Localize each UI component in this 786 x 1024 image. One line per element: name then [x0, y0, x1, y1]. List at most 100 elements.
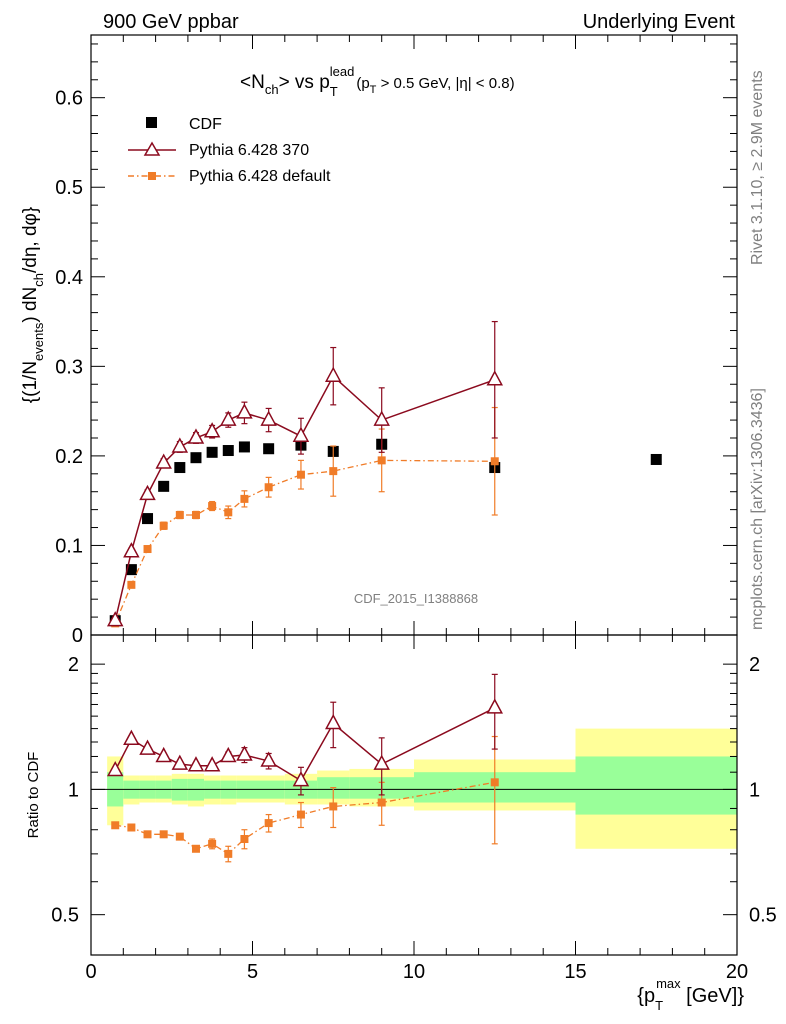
legend-pdef-marker [148, 172, 156, 180]
title-var-sub: T [330, 84, 338, 99]
main-ytick-label: 0.5 [55, 177, 83, 199]
xlabel-open: {p [637, 985, 655, 1007]
cdf-point [263, 443, 275, 455]
xlabel-sup: max [656, 976, 681, 991]
ratio-pythia-370-point [187, 756, 205, 772]
ratio-pythia-370-point [486, 698, 504, 714]
pythia-default-point [127, 580, 136, 589]
pythia-370-point [139, 484, 156, 501]
legend: CDF Pythia 6.428 370 Pythia 6.428 defaul… [128, 116, 331, 185]
mcplots-label: mcplots.cern.ch [arXiv:1306.3436] [749, 388, 766, 630]
pythia-370-point [292, 426, 310, 442]
ylabel-part1: {(1/N [20, 361, 41, 403]
xlabel-sub: T [655, 998, 663, 1013]
pythia-default-point [377, 456, 386, 465]
ylabel-part2-sub: ch [31, 273, 46, 287]
ratio-pythia-default-point [264, 819, 273, 828]
pythia-370-point [171, 437, 189, 453]
series-layer [106, 320, 662, 863]
main-ytick-label: 0 [72, 625, 83, 647]
legend-cdf-marker [146, 117, 157, 128]
pythia-default-point [159, 521, 168, 530]
legend-pdef-label: Pythia 6.428 default [189, 168, 331, 185]
ratio-uncertainty-bands [91, 728, 737, 849]
ratio-ytick-label: 0.5 [51, 905, 79, 927]
ratio-ytick-label-right: 0.5 [749, 905, 777, 927]
rivet-label: Rivet 3.1.10, ≥ 2.9M events [749, 70, 766, 265]
pythia-default-point [175, 511, 184, 519]
x-axis-label: {pTmax [GeV]} [637, 976, 744, 1013]
main-ytick-label: 0.1 [55, 535, 83, 557]
ratio-pythia-default-point [143, 830, 152, 839]
x-tick-label: 10 [403, 961, 425, 983]
x-tick-label: 15 [564, 961, 586, 983]
band-green [575, 756, 737, 815]
pythia-default-point [208, 502, 217, 511]
ratio-pythia-default-point [208, 839, 217, 848]
ratio-pythia-default-point [240, 835, 249, 844]
ratio-pythia-default-point [490, 778, 499, 787]
ratio-pythia-default-point [175, 832, 184, 841]
title-var-sup: lead [330, 64, 355, 79]
title-main-sub: ch [265, 82, 279, 97]
ratio-pythia-default-point [329, 802, 338, 811]
ratio-pythia-default-point [159, 830, 168, 839]
ylabel-part2: ) dN [20, 287, 41, 323]
x-tick-label: 20 [726, 961, 748, 983]
pythia-370-line [114, 374, 496, 621]
legend-cdf-label: CDF [189, 116, 222, 133]
analysis-watermark: CDF_2015_I1388868 [354, 591, 478, 606]
cdf-point [238, 441, 250, 453]
cdf-point [190, 452, 202, 464]
pythia-default-point [329, 467, 338, 476]
header-right: Underlying Event [583, 11, 736, 33]
ratio-pythia-370-point [171, 754, 189, 770]
pythia-370-point [203, 422, 221, 438]
title-cut-open: (p [356, 75, 369, 92]
main-y-label: {(1/Nevents) dNch/dη, dφ} [20, 207, 46, 403]
chart-title: <Nch> vs pTlead(pT > 0.5 GeV, |η| < 0.8) [240, 64, 515, 99]
ratio-pythia-370-point [203, 756, 221, 772]
ratio-series-pythia-default [111, 735, 499, 863]
pythia-370-point [187, 428, 205, 444]
pythia-370-point [123, 542, 140, 558]
ratio-pythia-370-point [155, 746, 172, 763]
series-pythia-370 [106, 320, 504, 627]
main-ytick-label: 0.4 [55, 267, 83, 289]
pythia-default-point [143, 545, 152, 554]
pythia-370-point [220, 410, 237, 426]
pythia-370-point [236, 403, 253, 419]
pythia-370-point [155, 453, 172, 469]
pythia-default-point [191, 511, 200, 519]
main-frame [90, 34, 738, 636]
pythia-default-point [296, 470, 305, 479]
ratio-pythia-default-point [111, 821, 120, 830]
main-ytick-label: 0.2 [55, 446, 83, 468]
ratio-ytick-label: 2 [68, 654, 79, 676]
header-left: 900 GeV ppbar [103, 11, 239, 33]
pythia-default-point [240, 494, 249, 503]
title-main-rest: > vs p [279, 72, 330, 93]
legend-p370-label: Pythia 6.428 370 [189, 142, 309, 159]
ratio-pythia-370-point [292, 771, 310, 787]
ylabel-part3: /dη, dφ} [20, 207, 41, 273]
ylabel-part1-sub: events [31, 322, 46, 361]
ratio-pythia-370-point [139, 739, 156, 755]
pythia-370-point [260, 410, 277, 426]
pythia-370-point [324, 366, 342, 382]
cdf-point [206, 446, 218, 458]
cdf-point [125, 564, 137, 576]
ratio-ytick-label-right: 2 [749, 654, 760, 676]
pythia-default-point [490, 457, 499, 466]
ratio-pythia-default-point [127, 823, 136, 832]
ratio-pythia-default-point [224, 849, 233, 858]
main-ytick-label: 0.6 [55, 88, 83, 110]
x-tick-label: 0 [85, 961, 96, 983]
ratio-ytick-label-right: 1 [749, 779, 760, 801]
ratio-y-label: Ratio to CDF [25, 752, 42, 839]
ratio-axes: 0.5 0.51 12 20 5 10 15 20 [51, 634, 777, 983]
cdf-point [650, 453, 662, 465]
main-axes: 0 0.1 0.2 0.3 0.4 0.5 0.6 [55, 34, 738, 647]
title-cut-rest: > 0.5 GeV, |η| < 0.8) [376, 75, 514, 92]
